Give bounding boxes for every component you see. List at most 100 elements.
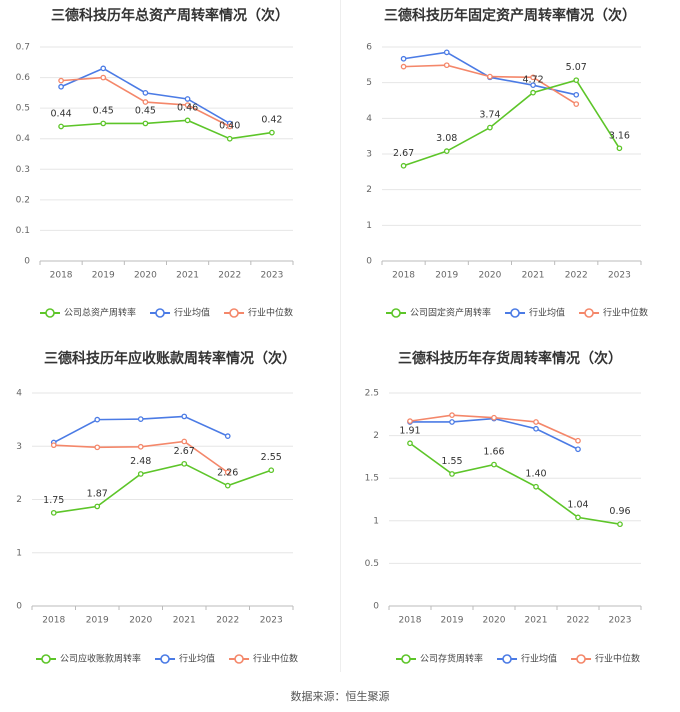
data-point-industry_median (575, 437, 581, 444)
data-point-industry_avg (94, 416, 101, 423)
y-tick-label: 2 (373, 431, 379, 441)
data-point-industry_avg (400, 55, 407, 62)
chart-title: 三德科技历年存货周转率情况（次） (398, 350, 622, 367)
legend-swatch-marker (41, 654, 51, 664)
legend-swatch-marker (584, 308, 594, 318)
y-tick-label: 1 (366, 221, 372, 231)
data-point-industry_avg (573, 91, 580, 98)
data-point-company (443, 148, 450, 154)
data-point-industry_median (181, 438, 188, 445)
series-line-industry_avg (410, 417, 579, 450)
data-label: 1.04 (567, 499, 588, 510)
panel-divider (340, 0, 341, 672)
data-point-company (181, 460, 188, 467)
legend-item-industry_median[interactable]: 行业中位数 (571, 653, 640, 665)
y-tick-label: 4 (16, 389, 22, 399)
y-tick-label: 3 (366, 150, 372, 160)
y-tick-label: 0 (16, 602, 22, 612)
x-tick-label: 2023 (609, 616, 632, 626)
data-point-industry_median (487, 73, 493, 80)
data-point-company (407, 440, 413, 447)
legend-item-industry_avg[interactable]: 行业均值 (150, 307, 210, 319)
x-tick-label: 2023 (608, 271, 631, 281)
legend-item-industry_avg[interactable]: 行业均值 (155, 653, 215, 665)
data-label: 2.55 (261, 452, 282, 463)
x-tick-label: 2019 (92, 271, 115, 281)
data-point-industry_avg (575, 446, 581, 453)
data-point-industry_avg (224, 433, 231, 439)
chart-panel-receivables-turnover: 三德科技历年应收账款周转率情况（次） 0 1 2 3 4 2018 2019 2020 2021 2… (0, 340, 340, 676)
data-point-industry_median (400, 63, 407, 70)
x-tick-label: 2020 (134, 271, 157, 281)
data-point-industry_avg (449, 419, 455, 425)
data-label: 0.40 (219, 121, 240, 132)
series-line-company (61, 119, 273, 140)
x-tick-label: 2021 (525, 616, 548, 626)
data-point-industry_median (491, 414, 497, 421)
y-tick-label: 0.4 (16, 134, 31, 144)
y-tick-label: 4 (366, 114, 372, 124)
legend-label: 公司总资产周转率 (64, 307, 136, 319)
y-tick-label: 0.5 (365, 559, 379, 569)
chart-panel-fixed-asset-turnover: 三德科技历年固定资产周转率情况（次） 0 1 2 3 4 5 6 2018 2019 2020 202… (340, 0, 680, 336)
legend-item-industry_avg[interactable]: 行业均值 (497, 653, 557, 665)
data-point-industry_median (142, 99, 149, 105)
x-tick-label: 2018 (50, 271, 73, 281)
data-label: 1.87 (87, 488, 108, 499)
legend-item-company[interactable]: 公司应收账款周转率 (36, 653, 141, 665)
legend-item-industry_avg[interactable]: 行业均值 (505, 307, 565, 319)
legend-swatch-marker (155, 308, 165, 318)
data-point-industry_avg (533, 425, 539, 432)
x-tick-label: 2023 (260, 271, 283, 281)
data-point-industry_median (533, 419, 539, 425)
legend-item-industry_median[interactable]: 行业中位数 (229, 653, 298, 665)
y-tick-label: 6 (366, 43, 372, 53)
data-point-company (268, 467, 275, 474)
x-tick-label: 2019 (435, 271, 458, 281)
legend-label: 行业中位数 (248, 307, 293, 319)
legend-item-industry_median[interactable]: 行业中位数 (224, 307, 293, 319)
data-point-company (269, 129, 275, 136)
y-tick-label: 2 (16, 495, 22, 505)
y-tick-label: 0 (373, 602, 379, 612)
data-point-company (533, 483, 539, 490)
legend-swatch-marker (510, 308, 520, 318)
legend-item-company[interactable]: 公司固定资产周转率 (386, 307, 491, 319)
legend-swatch-marker (391, 308, 401, 318)
data-point-company (491, 461, 497, 468)
y-tick-label: 0.3 (16, 165, 30, 175)
chart-total-asset-turnover: 三德科技历年总资产周转率情况（次） 0 0.1 0.2 0.3 0.4 0.5 0.6 0.7 2… (16, 7, 294, 319)
legend-item-company[interactable]: 公司总资产周转率 (40, 307, 136, 319)
chart-title: 三德科技历年固定资产周转率情况（次） (384, 7, 636, 24)
data-label: 0.96 (609, 506, 630, 517)
data-point-company (616, 145, 623, 152)
data-point-industry_median (94, 444, 101, 451)
x-tick-label: 2022 (218, 271, 241, 281)
legend-item-company[interactable]: 公司存货周转率 (396, 653, 483, 665)
data-point-industry_median (226, 123, 233, 130)
data-point-company (573, 77, 580, 84)
x-tick-label: 2019 (441, 616, 464, 626)
legend-swatch-marker (229, 308, 239, 318)
y-tick-label: 2.5 (365, 389, 379, 399)
x-tick-label: 2022 (565, 271, 588, 281)
data-point-industry_avg (137, 416, 144, 422)
data-label: 2.67 (393, 148, 414, 159)
data-label: 1.75 (43, 495, 64, 506)
y-tick-label: 0.2 (16, 195, 30, 205)
series-line-company (409, 442, 621, 525)
y-tick-label: 0.1 (16, 226, 30, 236)
y-tick-label: 0.5 (16, 104, 30, 114)
legend-label: 行业均值 (529, 307, 565, 319)
legend-item-industry_median[interactable]: 行业中位数 (579, 307, 648, 319)
chart-title: 三德科技历年应收账款周转率情况（次） (44, 350, 296, 367)
data-point-company (94, 503, 101, 510)
chart-receivables-turnover: 三德科技历年应收账款周转率情况（次） 0 1 2 3 4 2018 2019 2020 2021 2… (16, 350, 298, 665)
legend-label: 行业中位数 (603, 307, 648, 319)
data-point-company (137, 471, 144, 477)
x-tick-label: 2019 (86, 616, 109, 626)
x-tick-label: 2023 (260, 616, 283, 626)
legend-label: 行业均值 (179, 653, 215, 665)
data-point-company (184, 117, 191, 124)
y-tick-label: 2 (366, 185, 372, 195)
